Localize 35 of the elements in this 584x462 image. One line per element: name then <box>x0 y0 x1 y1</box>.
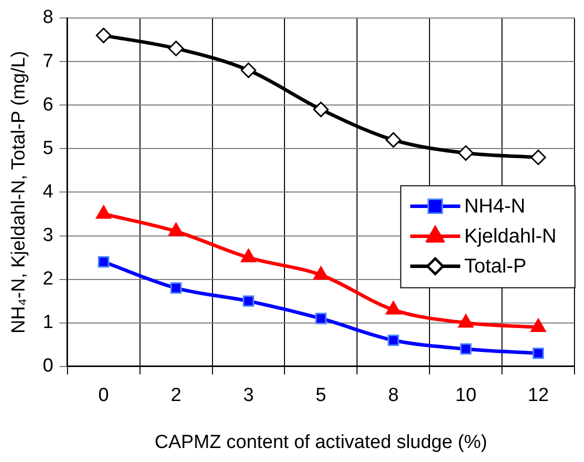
point <box>532 348 544 360</box>
y-tick-label: 0 <box>42 356 54 377</box>
point <box>98 256 110 268</box>
x-tick-label: 2 <box>170 385 182 406</box>
legend-label: Total-P <box>464 256 526 278</box>
point <box>242 295 254 307</box>
y-tick-label: 3 <box>42 224 54 246</box>
legend-label: Kjeldahl-N <box>464 226 556 248</box>
point <box>240 62 256 78</box>
point <box>388 334 400 346</box>
x-tick-label: 3 <box>243 385 254 406</box>
x-tick-label: 10 <box>455 385 476 406</box>
y-tick-label: 4 <box>42 181 54 202</box>
y-tick-label: 1 <box>42 312 54 334</box>
legend-label: NH4-N <box>464 196 526 218</box>
x-tick-label: 8 <box>388 385 399 406</box>
point <box>386 132 402 148</box>
point <box>96 28 112 44</box>
x-axis-title: CAPMZ content of activated sludge (%) <box>154 432 488 453</box>
point <box>168 40 184 56</box>
y-tick-label: 2 <box>42 268 54 290</box>
x-tick-label: 12 <box>528 385 549 406</box>
y-tick-label: 5 <box>42 138 54 159</box>
y-tick-label: 7 <box>42 50 54 72</box>
y-axis-title: NH₄-N, Kjeldahl-N, Total-P (mg/L) <box>8 50 30 334</box>
x-tick-label: 5 <box>316 385 326 406</box>
point <box>313 102 329 118</box>
point <box>460 343 472 355</box>
y-tick-label: 8 <box>42 7 54 28</box>
point <box>530 150 546 166</box>
x-tick-label: 0 <box>98 385 109 406</box>
point <box>315 312 327 324</box>
y-tick-label: 6 <box>42 94 54 116</box>
point <box>170 282 182 294</box>
point <box>458 145 474 161</box>
